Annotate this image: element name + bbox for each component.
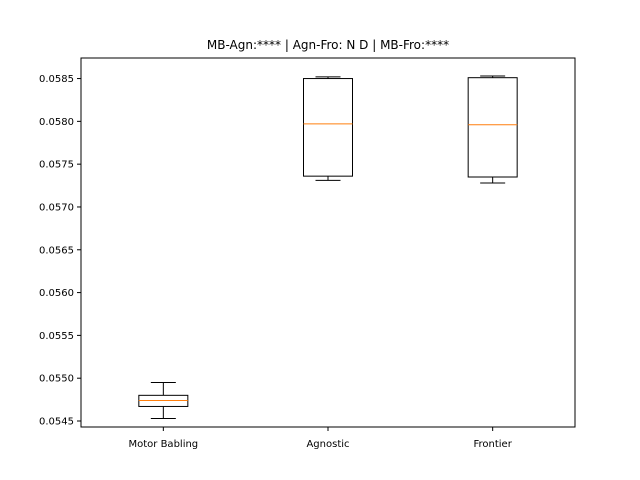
chart-title: MB-Agn:**** | Agn-Fro: N D | MB-Fro:**** bbox=[207, 38, 449, 52]
x-tick-label: Motor Babling bbox=[129, 439, 199, 450]
y-tick-label: 0.0545 bbox=[39, 417, 74, 428]
x-tick-label: Frontier bbox=[473, 439, 512, 450]
y-tick-label: 0.0575 bbox=[39, 160, 74, 171]
y-tick-label: 0.0550 bbox=[39, 374, 74, 385]
box-iqr bbox=[467, 77, 518, 178]
y-tick-label: 0.0585 bbox=[39, 74, 74, 85]
y-tick-label: 0.0560 bbox=[39, 288, 74, 299]
x-tick-label: Agnostic bbox=[306, 439, 349, 450]
plot-area-frame bbox=[80, 57, 576, 428]
y-tick-label: 0.0565 bbox=[39, 245, 74, 256]
box-iqr bbox=[303, 78, 353, 177]
y-tick-label: 0.0580 bbox=[39, 117, 74, 128]
y-tick-label: 0.0555 bbox=[39, 331, 74, 342]
y-tick-label: 0.0570 bbox=[39, 202, 74, 213]
